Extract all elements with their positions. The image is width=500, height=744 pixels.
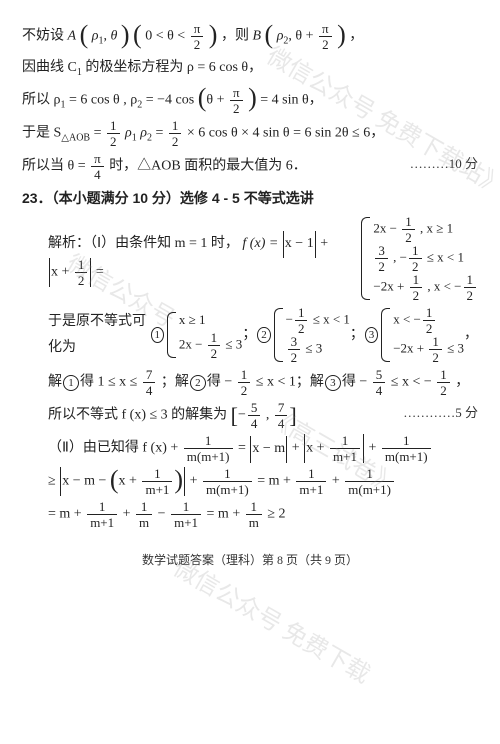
text-line: （Ⅱ）由已知得 f (x) + 1m(m+1) = x − m + x + 1m… bbox=[22, 434, 478, 463]
text-line: 所以 ρ1 = 6 cos θ , ρ2 = −4 cos (θ + π2 ) … bbox=[22, 86, 478, 115]
text-line: 所以不等式 f (x) ≤ 3 的解集为 [−54 , 74] …………5 分 bbox=[22, 401, 478, 430]
text-line: 不妨设 A ( ρ1, θ ) ( 0 < θ < π2 ) ，则 B ( ρ2… bbox=[22, 22, 478, 51]
score-badge: …………5 分 bbox=[403, 401, 478, 426]
page-footer: 数学试题答案（理科）第 8 页（共 9 页） bbox=[22, 549, 478, 572]
case-label: 2 bbox=[257, 327, 270, 343]
text-line: 解析：（Ⅰ）由条件知 m = 1 时， f (x) = x − 1 + x + … bbox=[22, 215, 478, 302]
case-label: 3 bbox=[365, 327, 378, 343]
text-line: 于是 S△AOB = 12 ρ1 ρ2 = 12 × 6 cos θ × 4 s… bbox=[22, 119, 478, 148]
text-line: ≥ x − m − (x + 1m+1) + 1m(m+1) = m + 1m+… bbox=[22, 467, 478, 496]
text-line: 因曲线 C1 的极坐标方程为 ρ = 6 cos θ， bbox=[22, 55, 478, 82]
text-line: 所以当 θ = π4 时，△AOB 面积的最大值为 6． ………10 分 bbox=[22, 152, 478, 181]
score-badge: ………10 分 bbox=[410, 152, 478, 177]
text-line: = m + 1m+1 + 1m − 1m+1 = m + 1m ≥ 2 bbox=[22, 500, 478, 529]
piecewise-brace: 2x − 12 , x ≥ 1 32 , −12 ≤ x < 1 −2x + 1… bbox=[359, 215, 478, 302]
text-line: 于是原不等式可化为 1 x ≥ 1 2x − 12 ≤ 3 ； 2 −12 ≤ … bbox=[22, 306, 478, 364]
question-heading: 23．（本小题满分 10 分）选修 4 - 5 不等式选讲 bbox=[22, 185, 478, 212]
text-line: 解1得 1 ≤ x ≤ 74 ；解2得 − 12 ≤ x < 1；解3得 − 5… bbox=[22, 368, 478, 397]
case-label: 1 bbox=[151, 327, 164, 343]
